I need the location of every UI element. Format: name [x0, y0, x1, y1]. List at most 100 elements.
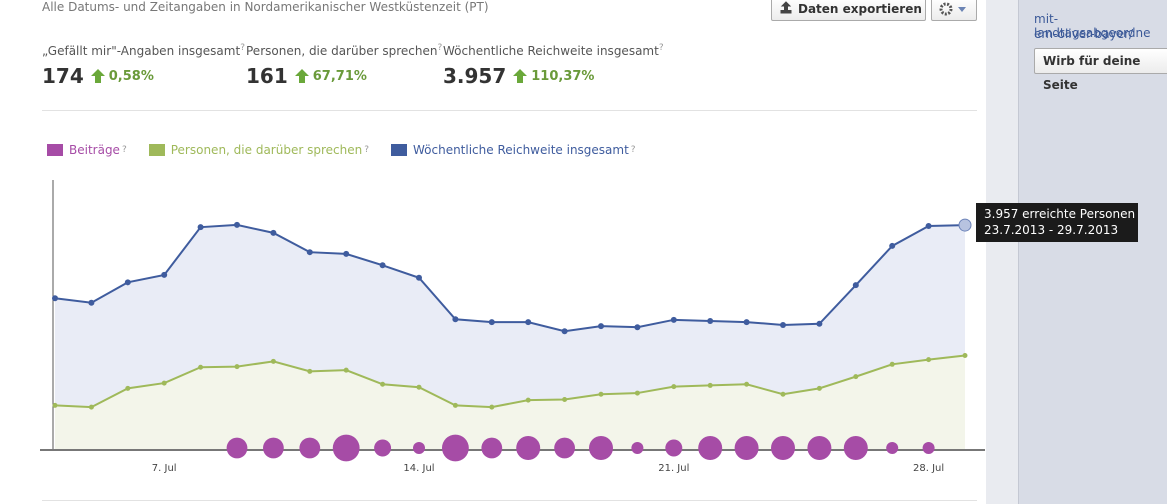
- point: [634, 390, 640, 396]
- point: [743, 319, 750, 326]
- point: [926, 357, 932, 363]
- stat-label-text: Wöchentliche Reichweite insgesamt: [443, 44, 659, 58]
- post-bubble: [263, 437, 284, 459]
- up-arrow: [294, 69, 309, 83]
- point: [124, 279, 131, 286]
- point: [489, 404, 495, 410]
- stat-value: 161: [246, 64, 288, 88]
- up-arrow: [513, 69, 528, 83]
- stat: „Gefällt mir"-Angaben insgesamt? 174 0,58%: [42, 43, 245, 88]
- point: [380, 381, 386, 387]
- gear-icon: [939, 2, 966, 16]
- tooltip: 3.957 erreichte Personen 23.7.2013 - 29.7…: [976, 203, 1138, 242]
- post-bubble: [843, 436, 868, 460]
- post-bubble: [698, 436, 723, 460]
- help-mark: ?: [121, 145, 127, 155]
- point: [343, 367, 349, 373]
- post-bubble: [332, 434, 360, 462]
- point: [452, 316, 459, 323]
- point: [452, 402, 458, 408]
- post-bubble: [665, 439, 683, 457]
- arrow-shape: [294, 69, 309, 83]
- point: [416, 274, 422, 281]
- series-line: [54, 354, 966, 409]
- stat-value-row: 161 67,71%: [246, 64, 442, 88]
- point: [853, 374, 859, 380]
- up-arrow: [90, 69, 105, 83]
- help-mark: ?: [658, 43, 664, 53]
- sidebar-link[interactable]: em-oliver-bayer/: [1034, 27, 1134, 41]
- point: [962, 353, 968, 358]
- legend-item: Personen, die darüber sprechen?: [148, 143, 369, 157]
- point: [925, 223, 932, 230]
- stat: Wöchentliche Reichweite insgesamt? 3.957 1…: [443, 43, 664, 88]
- series-line: [54, 223, 966, 333]
- post-bubble: [516, 436, 541, 460]
- point: [125, 385, 131, 391]
- point: [561, 328, 568, 335]
- point: [780, 391, 786, 397]
- point: [270, 358, 276, 364]
- tooltip-line: 23.7.2013 - 29.7.2013: [984, 223, 1119, 237]
- sidebar: [1018, 0, 1167, 504]
- divider: [42, 110, 977, 111]
- highlight-point: [958, 218, 972, 232]
- post-bubble: [922, 442, 935, 454]
- post-bubble: [481, 437, 503, 459]
- area-fill: [55, 355, 965, 450]
- legend-label: Wöchentliche Reichweite insgesamt: [412, 143, 629, 157]
- legend: Beiträge? Personen, die darüber sprechen?…: [47, 143, 658, 157]
- stat-label: Personen, die darüber sprechen?: [246, 43, 442, 58]
- point: [52, 402, 58, 408]
- stat-label: „Gefällt mir"-Angaben insgesamt?: [42, 43, 245, 58]
- point: [889, 361, 895, 367]
- point: [889, 242, 896, 249]
- post-bubble: [589, 436, 613, 460]
- help-mark: ?: [364, 145, 369, 155]
- point: [343, 250, 350, 257]
- x-tick-label: 14. Jul: [403, 463, 434, 474]
- post-bubble: [441, 434, 469, 462]
- post-bubble: [631, 442, 644, 454]
- arrow-shape: [90, 69, 105, 83]
- point: [634, 324, 641, 331]
- point: [780, 321, 786, 328]
- chart: 7. Jul 14. Jul 21. Jul 28. Jul: [40, 180, 985, 474]
- stat-label-text: „Gefällt mir"-Angaben insgesamt: [42, 44, 241, 58]
- point: [198, 364, 204, 370]
- point: [88, 299, 95, 306]
- legend-item: Beiträge?: [47, 143, 127, 157]
- export-icon: [780, 1, 792, 14]
- point: [562, 397, 568, 403]
- stat-value-row: 174 0,58%: [42, 64, 245, 88]
- post-bubble: [554, 437, 575, 459]
- stat-change: 67,71%: [312, 68, 367, 84]
- point: [306, 249, 313, 256]
- point: [525, 397, 531, 403]
- help-mark: ?: [630, 145, 636, 155]
- settings-button[interactable]: [931, 0, 977, 21]
- legend-swatch: [148, 144, 165, 156]
- promote-button[interactable]: Wirb für deine Seite: [1034, 48, 1167, 92]
- stat: Personen, die darüber sprechen? 161 67,71%: [246, 43, 442, 88]
- post-bubble: [299, 437, 321, 459]
- point: [671, 384, 677, 390]
- point: [598, 323, 604, 330]
- legend-swatch: [47, 144, 63, 156]
- point: [234, 221, 240, 228]
- stat-change: 110,37%: [531, 68, 595, 84]
- stat-label: Wöchentliche Reichweite insgesamt?: [443, 43, 664, 58]
- help-mark: ?: [437, 43, 443, 53]
- divider: [42, 500, 977, 501]
- legend-item: Wöchentliche Reichweite insgesamt?: [390, 143, 636, 157]
- point: [488, 319, 495, 326]
- sidebar-link[interactable]: mit-landtagsabgeordne: [1034, 12, 1151, 40]
- x-tick-label: 28. Jul: [913, 463, 944, 474]
- point: [852, 282, 859, 289]
- legend-label: Beiträge: [69, 143, 120, 157]
- point: [307, 368, 313, 374]
- export-button[interactable]: Daten exportieren: [771, 0, 926, 21]
- post-bubble: [886, 442, 899, 454]
- stat-value-row: 3.957 110,37%: [443, 64, 664, 88]
